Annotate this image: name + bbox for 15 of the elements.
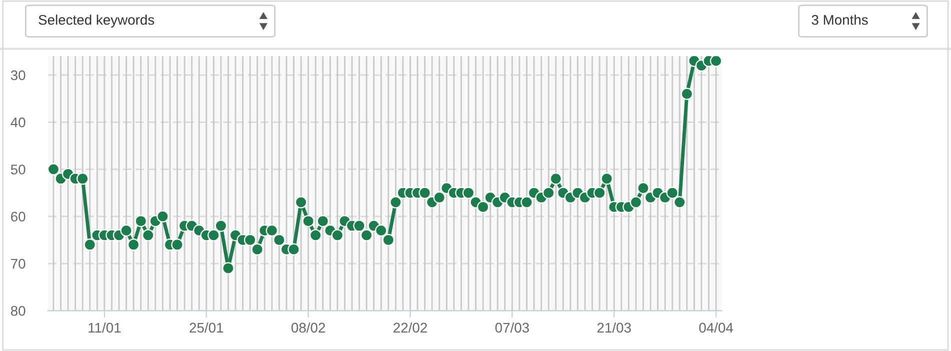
y-tick-label: 40 (10, 117, 26, 128)
y-tick-label: 80 (10, 306, 26, 316)
x-tick-label: 22/02 (394, 322, 427, 333)
x-tick-label: 04/04 (699, 322, 734, 333)
text: 3 Months (812, 14, 868, 25)
y-tick-label: 70 (11, 258, 26, 269)
text: Selected keywords (38, 14, 154, 28)
x-tick-label: 08/02 (291, 322, 325, 333)
y-tick-label: 50 (10, 164, 26, 174)
x-tick-label: 07/03 (495, 322, 529, 333)
y-tick-label: 30 (10, 70, 26, 80)
x-tick-label: 21/03 (597, 322, 631, 333)
x-tick-label: 11/01 (88, 322, 121, 333)
y-tick-label: 60 (11, 212, 26, 222)
x-tick-label: 25/01 (190, 322, 224, 333)
